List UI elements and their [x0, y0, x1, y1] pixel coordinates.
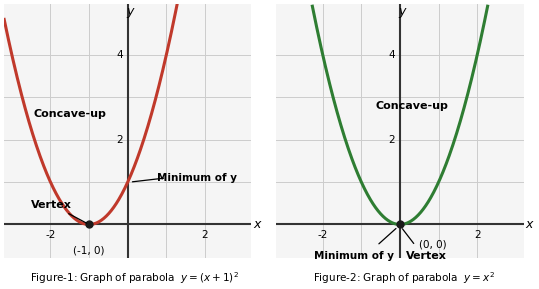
- Text: (-1, 0): (-1, 0): [73, 246, 105, 256]
- Text: Figure-1: Graph of parabola  $y = (x+1)^2$: Figure-1: Graph of parabola $y = (x+1)^2…: [30, 270, 239, 286]
- Text: Concave-up: Concave-up: [33, 109, 106, 119]
- Text: 2: 2: [202, 230, 208, 240]
- Text: 2: 2: [116, 135, 123, 145]
- Text: Figure-2: Graph of parabola  $y = x^2$: Figure-2: Graph of parabola $y = x^2$: [313, 270, 495, 286]
- Text: Concave-up: Concave-up: [375, 101, 448, 111]
- Text: $y$: $y$: [398, 6, 408, 20]
- Text: 2: 2: [389, 135, 395, 145]
- Text: $y$: $y$: [126, 6, 136, 20]
- Text: Minimum of y: Minimum of y: [314, 251, 393, 261]
- Text: $x$: $x$: [526, 218, 535, 231]
- Text: Vertex: Vertex: [31, 199, 87, 223]
- Text: -2: -2: [317, 230, 328, 240]
- Text: 4: 4: [389, 50, 395, 60]
- Text: Minimum of y: Minimum of y: [157, 173, 237, 183]
- Text: $x$: $x$: [253, 218, 263, 231]
- Text: (0, 0): (0, 0): [419, 239, 447, 249]
- Text: -2: -2: [45, 230, 56, 240]
- Text: Vertex: Vertex: [406, 251, 447, 261]
- Text: 2: 2: [474, 230, 480, 240]
- Text: 4: 4: [116, 50, 123, 60]
